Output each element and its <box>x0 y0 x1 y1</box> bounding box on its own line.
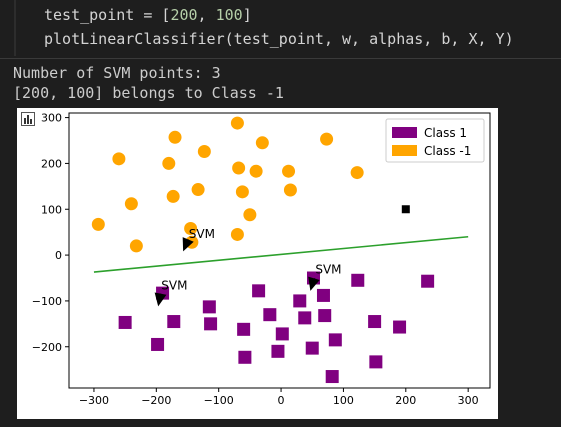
y-tick-label: 0 <box>55 249 62 262</box>
code-line-2[interactable]: plotLinearClassifier(test_point, w, alph… <box>44 30 514 48</box>
class1-point <box>252 284 266 298</box>
svm-annotation-label: SVM <box>161 278 187 292</box>
class-neg1-point <box>350 166 364 180</box>
code-token-number: 200 <box>170 6 198 24</box>
y-tick-label: −200 <box>32 341 62 354</box>
legend-swatch <box>392 127 417 138</box>
x-tick-label: 100 <box>333 394 354 407</box>
plot-output: −300 −200 −100 0 100 200 300 −200 −100 0 100 200 300… <box>17 108 498 419</box>
class1-point <box>293 294 307 308</box>
legend-entry-label: Class 1 <box>424 126 467 140</box>
svm-annotation-label: SVM <box>189 227 215 241</box>
code-line-1[interactable]: test_point = [200, 100] <box>44 6 252 24</box>
code-cell-gutter <box>14 0 16 56</box>
class1-point <box>204 317 218 331</box>
class1-point <box>202 300 216 314</box>
x-tick-label: −300 <box>79 394 109 407</box>
x-tick-label: −100 <box>204 394 234 407</box>
output-line-svm-count: Number of SVM points: 3 <box>13 64 221 82</box>
x-tick-label: 300 <box>458 394 479 407</box>
class1-point <box>305 341 319 355</box>
class1-point <box>151 337 165 351</box>
svm-annotation-label: SVM <box>315 262 341 276</box>
output-line-classification: [200, 100] belongs to Class -1 <box>13 84 284 102</box>
class1-point <box>237 322 251 336</box>
class1-point <box>238 350 252 364</box>
class-neg1-point <box>283 183 297 197</box>
class1-point <box>318 309 332 323</box>
class-neg1-point <box>197 145 211 158</box>
class1-point <box>328 333 342 347</box>
code-token-number: 100 <box>215 6 243 24</box>
svm-annotation-arrow-head <box>154 292 167 307</box>
class-neg1-point <box>112 152 126 166</box>
class1-point <box>369 355 383 369</box>
legend-swatch <box>392 145 417 156</box>
class1-point <box>351 273 365 287</box>
x-tick-label: −200 <box>141 394 171 407</box>
y-tick-label: 100 <box>41 203 62 216</box>
class1-point <box>325 370 339 384</box>
class1-point <box>316 288 330 302</box>
class1-point <box>118 315 132 329</box>
class-neg1-point <box>168 130 182 144</box>
legend-entry-label: Class -1 <box>424 144 471 158</box>
code-token-bracket: ] <box>242 6 252 24</box>
code-cell[interactable]: test_point = [200, 100] plotLinearClassi… <box>0 0 561 56</box>
y-tick-label: 200 <box>41 157 62 170</box>
test-point-marker <box>401 205 410 214</box>
chart-legend: Class 1 Class -1 <box>385 118 485 163</box>
code-token-operator: = [ <box>134 6 171 24</box>
plot-axes-frame <box>68 112 491 389</box>
x-tick-label: 200 <box>395 394 416 407</box>
code-token-separator: , <box>197 6 216 24</box>
class-neg1-point <box>230 227 244 241</box>
decision-boundary-line <box>93 235 469 273</box>
class-neg1-point <box>230 116 244 130</box>
class-neg1-point <box>91 217 105 231</box>
class-neg1-point <box>191 183 205 197</box>
class-neg1-point <box>184 222 198 235</box>
class1-point <box>298 311 312 325</box>
class1-point <box>271 344 285 358</box>
class-neg1-point <box>255 136 269 150</box>
class1-point <box>275 327 289 341</box>
class-neg1-point <box>129 239 143 253</box>
bar-chart-icon[interactable] <box>21 112 35 126</box>
x-tick-label: 0 <box>278 394 285 407</box>
code-token-variable: test_point <box>44 6 135 24</box>
class-neg1-point <box>243 208 257 222</box>
class-neg1-point <box>249 164 263 178</box>
class1-point <box>263 308 277 322</box>
svm-annotation-arrow-head <box>182 237 194 252</box>
class1-point <box>167 315 181 329</box>
class-neg1-point <box>235 185 249 199</box>
class1-point <box>368 315 382 329</box>
class-neg1-point <box>124 197 138 211</box>
class-neg1-point <box>162 156 176 170</box>
class-neg1-point <box>232 161 246 175</box>
class-neg1-point <box>166 189 180 203</box>
class-neg1-point <box>282 164 296 178</box>
class1-point <box>393 320 407 334</box>
scatter-chart: −300 −200 −100 0 100 200 300 −200 −100 0 100 200 300… <box>32 112 491 407</box>
class-neg1-point <box>320 132 334 146</box>
cell-divider <box>0 58 561 59</box>
class1-point <box>421 274 435 288</box>
y-tick-label: −100 <box>32 295 62 308</box>
y-tick-label: 300 <box>41 112 62 125</box>
svm-annotation-arrow-head <box>308 276 320 291</box>
